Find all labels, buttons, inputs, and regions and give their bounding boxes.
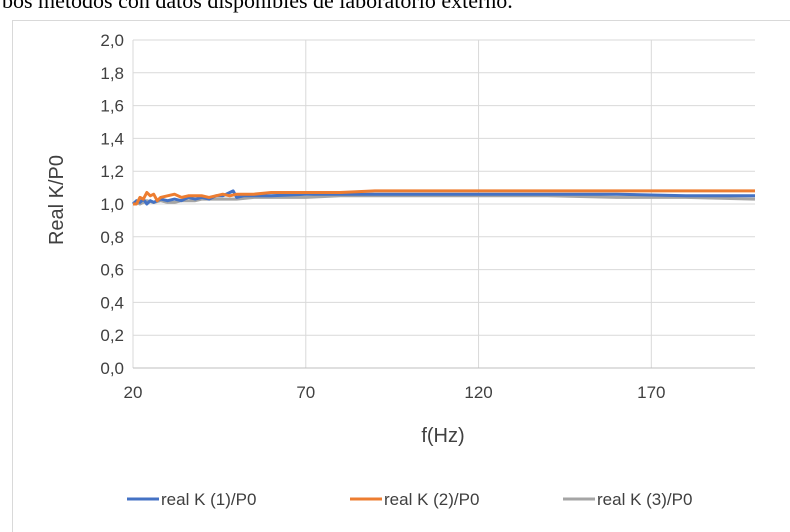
series-lines	[131, 189, 756, 206]
y-axis-label: Real K/P0	[46, 155, 68, 245]
y-tick-label: 1,6	[100, 97, 124, 116]
y-tick-labels: 0,0 0,2 0,4 0,6 0,8 1,0 1,2 1,4 1,6 1,8 2,0	[100, 31, 124, 378]
y-tick-label: 0,2	[100, 326, 124, 345]
chart-frame	[12, 20, 790, 532]
x-tick-label: 20	[124, 383, 143, 402]
caption-fragment: bos métodos con datos disponibles de lab…	[2, 0, 513, 13]
x-tick-label: 120	[464, 383, 492, 402]
x-tick-label: 170	[637, 383, 665, 402]
y-tick-label: 2,0	[100, 31, 124, 50]
y-tick-label: 1,8	[100, 64, 124, 83]
y-tick-label: 1,2	[100, 162, 124, 181]
x-tick-labels: 20 70 120 170	[124, 383, 666, 402]
y-tick-label: 0,8	[100, 228, 124, 247]
series-line-3	[132, 194, 756, 206]
legend-label: real K (1)/P0	[161, 490, 256, 509]
legend-label: real K (3)/P0	[597, 490, 692, 509]
legend: real K (1)/P0 real K (2)/P0 real K (3)/P0	[127, 490, 692, 509]
y-tick-label: 0,4	[100, 293, 124, 312]
legend-item-1: real K (1)/P0	[127, 490, 256, 509]
x-tick-label: 70	[296, 383, 315, 402]
legend-label: real K (2)/P0	[384, 490, 479, 509]
y-tick-label: 1,0	[100, 195, 124, 214]
gridlines	[132, 39, 755, 369]
y-tick-label: 0,0	[100, 359, 124, 378]
y-tick-label: 1,4	[100, 129, 124, 148]
legend-item-3: real K (3)/P0	[563, 490, 692, 509]
series-line-2	[133, 189, 755, 206]
x-axis-label: f(Hz)	[421, 425, 464, 447]
legend-item-2: real K (2)/P0	[350, 490, 479, 509]
y-tick-label: 0,6	[100, 261, 124, 280]
